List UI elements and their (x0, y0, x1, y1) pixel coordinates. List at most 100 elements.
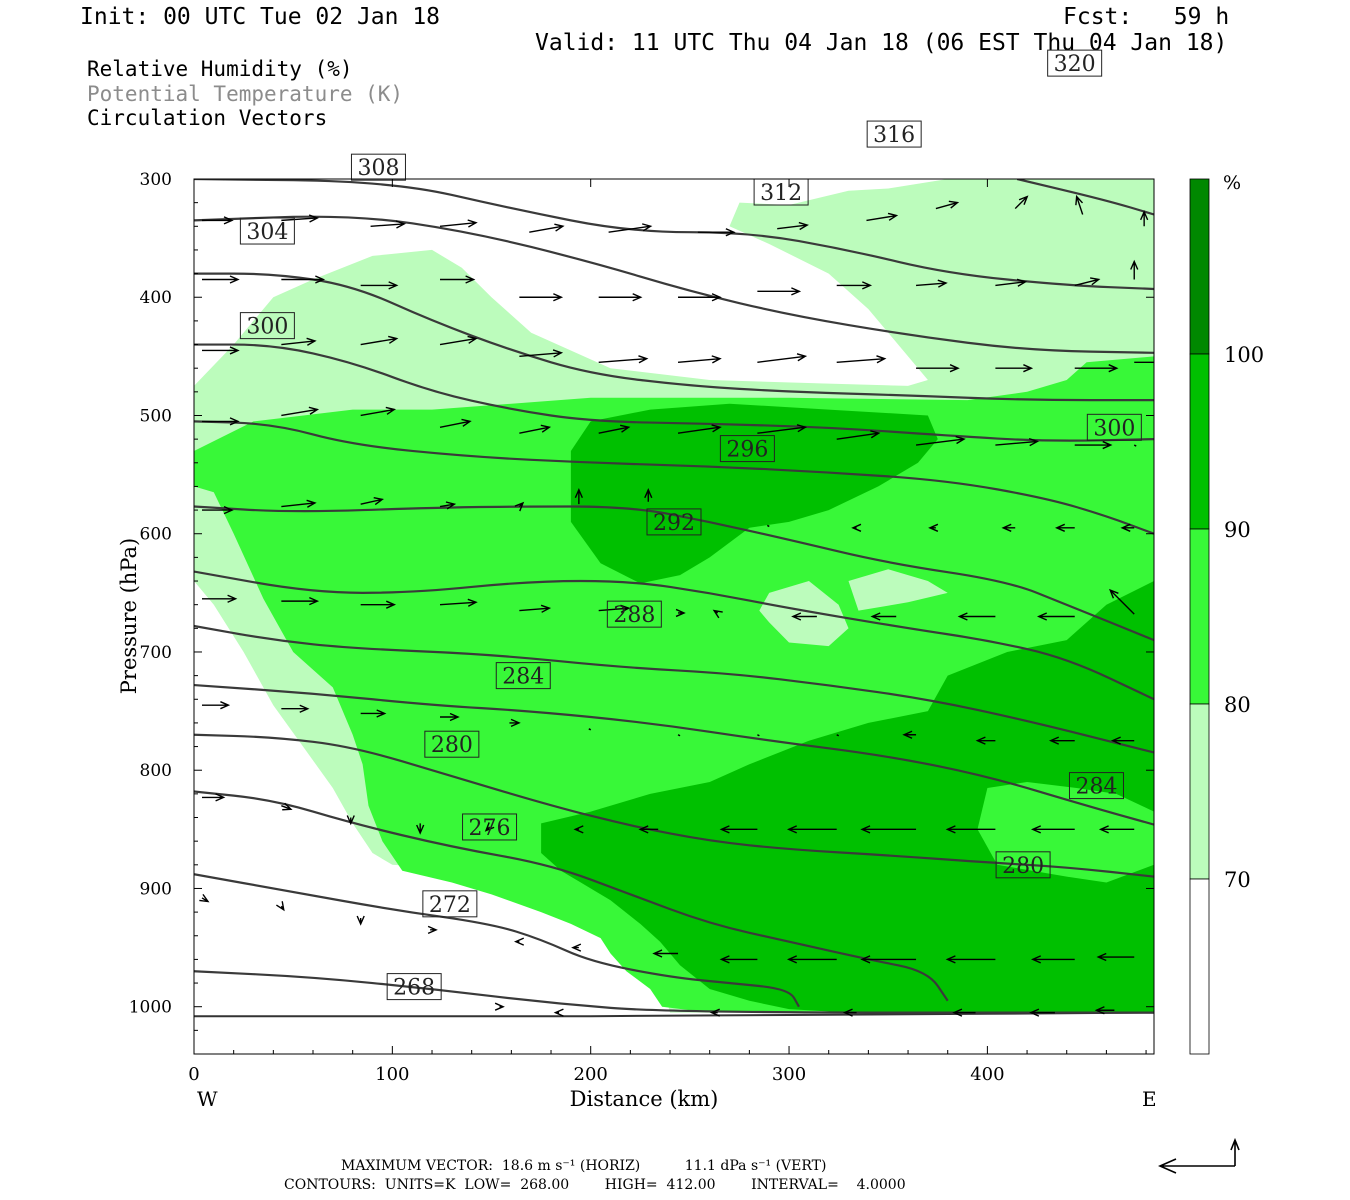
theta-contour-320 (1016, 179, 1154, 216)
contour-label-box (1047, 49, 1103, 77)
contour-label-text: 268 (393, 976, 435, 1001)
colorbar-segment (1189, 878, 1210, 1055)
circulation-vector (1134, 361, 1154, 363)
circulation-vector (1108, 588, 1135, 615)
circulation-vector (281, 704, 310, 713)
east-label: E (1142, 1087, 1157, 1111)
contour-label-box (239, 312, 295, 340)
circulation-vector (439, 598, 478, 607)
circulation-vector (360, 600, 397, 609)
contour-label-box (719, 435, 775, 463)
circulation-vector (712, 609, 723, 619)
x-tick-label: 100 (375, 1064, 409, 1085)
circulation-vector (766, 524, 770, 528)
circulation-vector (677, 734, 681, 737)
circulation-vector (860, 955, 917, 964)
y-tick-label: 1000 (129, 998, 172, 1018)
contour-label: 284 (1068, 772, 1124, 800)
theta-contour-288 (194, 624, 1154, 754)
circulation-vector (281, 499, 317, 508)
contour-label-box (646, 508, 702, 536)
contour-label-text: 284 (502, 665, 544, 690)
contour-label-text: 300 (246, 315, 288, 340)
circulation-vector (202, 275, 240, 284)
humidity-shading (194, 179, 1154, 1054)
rh-70-80-patch (759, 581, 849, 647)
circulation-vector (1140, 210, 1149, 227)
circulation-vector (952, 1008, 976, 1017)
circulation-vector (514, 937, 525, 946)
circulation-vector (697, 228, 736, 237)
circulation-vector (514, 501, 525, 512)
circulation-vector (598, 355, 649, 364)
contour-label: 288 (606, 600, 662, 628)
circulation-vector (346, 815, 355, 826)
y-tick-label: 600 (140, 525, 172, 545)
circulation-vector (836, 355, 887, 364)
potential-temperature-contours (194, 179, 1154, 1014)
ground-mask (194, 1012, 1154, 1054)
contour-label-text: 288 (613, 603, 655, 628)
circulation-vector (574, 488, 584, 505)
contour-label-text: 284 (1075, 775, 1117, 800)
circulation-vector (652, 949, 679, 958)
circulation-vector (709, 1008, 720, 1017)
colorbar-label: 100 (1224, 343, 1264, 367)
contour-label-text: 276 (469, 816, 511, 841)
theta-contour-268 (194, 970, 1154, 1014)
circulation-vector (638, 825, 659, 834)
circulation-vector (719, 825, 758, 834)
circulation-vector (202, 216, 234, 225)
y-tick-label: 400 (140, 288, 172, 308)
circulation-vector (276, 901, 285, 912)
circulation-vector (588, 728, 592, 731)
contour-label: 296 (719, 435, 775, 463)
circulation-vector (870, 612, 897, 621)
circulation-vector (957, 612, 996, 621)
plot-frame (193, 178, 1155, 1055)
rh-90-100-lower (541, 581, 1154, 1013)
contour-label: 300 (239, 312, 295, 340)
contour-label-text: 272 (429, 893, 471, 918)
circulation-vector (866, 212, 899, 222)
circulation-vector (598, 293, 643, 302)
contour-label: 308 (350, 153, 406, 181)
contour-label-box (995, 851, 1051, 879)
circulation-vector (494, 1002, 505, 1011)
contour-label-text: 280 (431, 733, 473, 758)
circulation-vector (509, 718, 521, 728)
circulation-vector (928, 523, 939, 532)
circulation-vector (935, 200, 960, 210)
circulation-vector (902, 730, 917, 739)
circulation-vector (360, 406, 396, 417)
contour-label-box (1086, 413, 1142, 441)
theta-contour-280 (194, 733, 1154, 878)
contour-label-box (1068, 772, 1124, 800)
reference-vector-icon (1158, 1137, 1240, 1174)
contour-label-text: 308 (357, 156, 399, 181)
forecast-hour: Fcst: 59 h (1063, 4, 1230, 30)
colorbar-unit: % (1223, 172, 1241, 194)
circulation-vector (281, 596, 320, 606)
circulation-vector (644, 488, 653, 502)
x-axis-label: Distance (km) (570, 1087, 719, 1111)
circulation-vector (439, 219, 478, 228)
contour-labels: 268 272 276 280 280 284 284 288 292 296 300 300 304 3… (239, 49, 1142, 1001)
y-tick-label: 500 (140, 406, 172, 426)
x-tick-label: 400 (970, 1064, 1004, 1085)
circulation-vector (945, 955, 996, 964)
theta-contour-316 (194, 179, 1154, 291)
circulation-vector (281, 214, 320, 223)
circulation-vector (1096, 952, 1135, 962)
circulation-vector (1074, 277, 1101, 287)
circulation-vector (995, 364, 1034, 373)
circulation-vector (1074, 364, 1119, 373)
circulation-vector (608, 223, 653, 233)
circulation-vector (1094, 1006, 1115, 1015)
theta-contour-292 (194, 570, 1154, 701)
contour-label-box (239, 217, 295, 245)
y-tick-label: 300 (140, 170, 172, 190)
circulation-vector (1036, 612, 1075, 621)
circulation-vector (440, 275, 476, 284)
